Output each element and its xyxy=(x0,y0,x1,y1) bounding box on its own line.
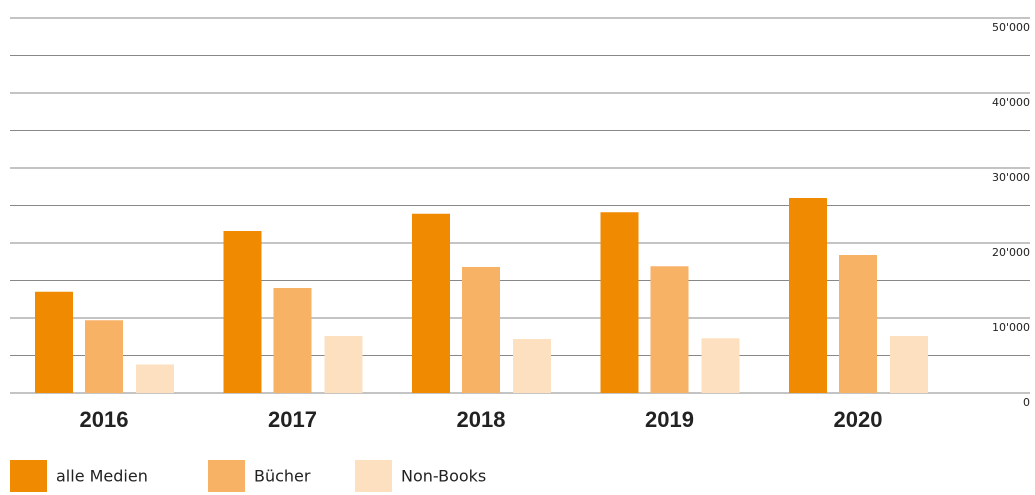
x-tick-label: 2020 xyxy=(834,407,883,432)
bar xyxy=(412,213,450,393)
y-tick-label: 0 xyxy=(1023,396,1030,409)
bar xyxy=(223,231,262,393)
legend-label: Non-Books xyxy=(401,467,486,486)
legend-swatch xyxy=(10,460,47,492)
y-tick-label: 30'000 xyxy=(992,171,1030,184)
y-tick-label: 10'000 xyxy=(992,321,1030,334)
bar xyxy=(839,255,877,393)
bar xyxy=(650,266,689,393)
x-tick-label: 2019 xyxy=(645,407,694,432)
x-tick-label: 2018 xyxy=(457,407,506,432)
bar xyxy=(324,336,363,393)
y-tick-label: 50'000 xyxy=(992,21,1030,34)
bar xyxy=(85,320,123,393)
bar xyxy=(462,267,500,393)
bar xyxy=(513,339,551,393)
legend-label: Bücher xyxy=(254,467,311,486)
bar xyxy=(600,212,639,393)
legend-swatch xyxy=(208,460,245,492)
bar xyxy=(701,338,740,393)
bar xyxy=(35,291,73,393)
y-tick-label: 20'000 xyxy=(992,246,1030,259)
bar xyxy=(273,288,312,393)
x-tick-label: 2017 xyxy=(268,407,317,432)
y-tick-label: 40'000 xyxy=(992,96,1030,109)
x-tick-label: 2016 xyxy=(80,407,129,432)
bar xyxy=(890,336,928,393)
bar xyxy=(789,198,827,393)
legend-label: alle Medien xyxy=(56,467,148,486)
legend-swatch xyxy=(355,460,392,492)
bar xyxy=(136,364,174,393)
